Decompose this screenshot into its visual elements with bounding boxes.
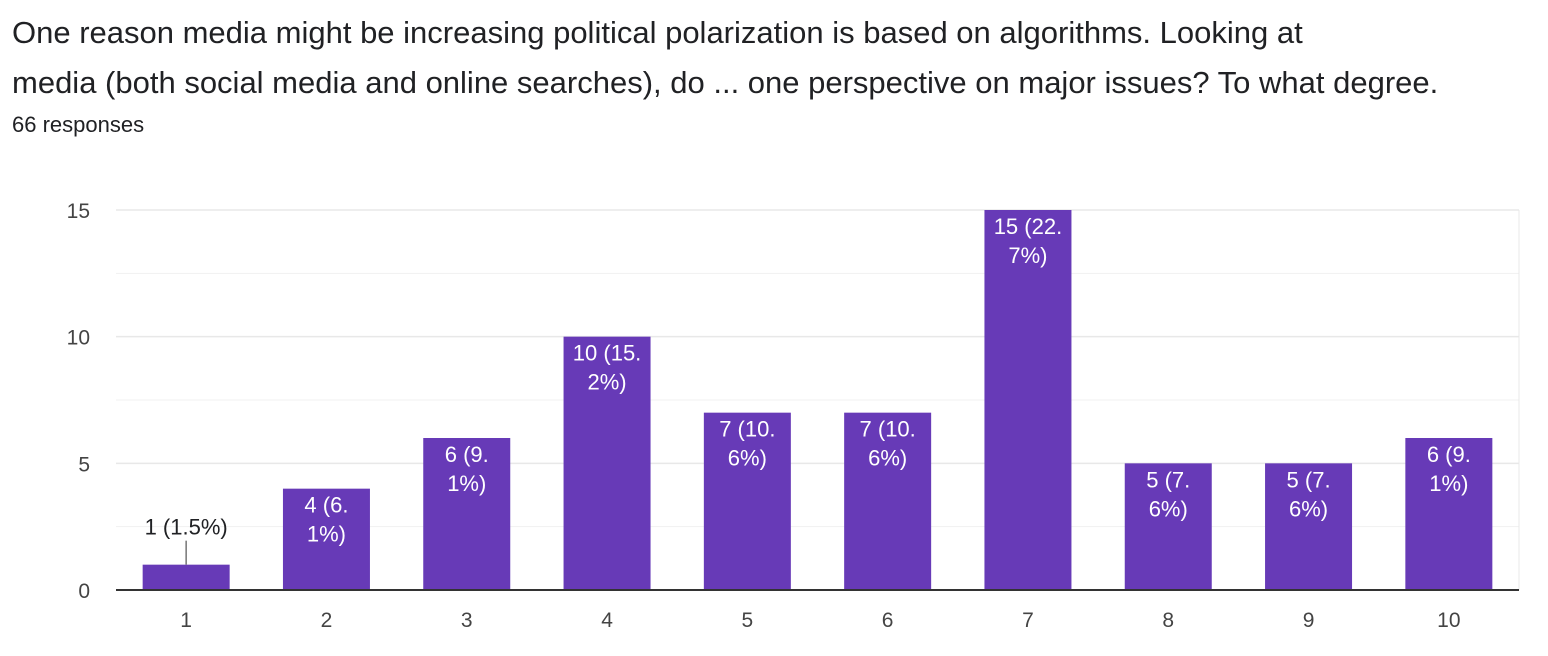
bar-8[interactable] — [1124, 463, 1212, 590]
bar-label-10-line-2: 1%) — [1429, 471, 1468, 496]
bar-label-6-line-2: 6%) — [868, 446, 907, 471]
x-tick-label-5: 5 — [742, 609, 754, 632]
bar-label-8-line-1: 5 (7. — [1146, 467, 1190, 492]
bar-6[interactable] — [844, 412, 932, 590]
bar-label-8-line-2: 6%) — [1149, 496, 1188, 521]
x-tick-label-7: 7 — [1022, 609, 1034, 632]
bar-10[interactable] — [1405, 438, 1493, 590]
x-tick-label-8: 8 — [1162, 609, 1174, 632]
bar-label-3-line-1: 6 (9. — [445, 442, 489, 467]
bar-9[interactable] — [1265, 463, 1353, 590]
response-count: 66 responses — [12, 112, 145, 137]
bar-label-1-line-1: 1 (1.5%) — [145, 515, 228, 540]
bar-label-9-line-2: 6%) — [1289, 496, 1328, 521]
bar-1[interactable] — [142, 564, 230, 590]
bar-label-4-line-2: 2%) — [587, 370, 626, 395]
bar-3[interactable] — [423, 438, 511, 590]
bar-label-4-line-1: 10 (15. — [573, 341, 642, 366]
x-tick-label-2: 2 — [321, 609, 333, 632]
bar-2[interactable] — [282, 488, 370, 590]
x-tick-label-1: 1 — [180, 609, 192, 632]
bar-label-9-line-1: 5 (7. — [1287, 467, 1331, 492]
bar-label-2-line-2: 1%) — [307, 522, 346, 547]
bar-label-7-line-1: 15 (22. — [994, 214, 1063, 239]
y-tick-label-15: 15 — [67, 200, 90, 223]
bar-label-7-line-2: 7%) — [1008, 243, 1047, 268]
y-tick-label-5: 5 — [78, 453, 90, 476]
bar-label-5-line-2: 6%) — [728, 446, 767, 471]
question-title: One reason media might be increasing pol… — [12, 8, 1532, 108]
question-title-line-2: media (both social media and online sear… — [12, 65, 1439, 100]
bar-5[interactable] — [703, 412, 791, 590]
bar-label-2-line-1: 4 (6. — [304, 493, 348, 518]
x-tick-label-4: 4 — [601, 609, 613, 632]
bar-7[interactable] — [984, 210, 1072, 590]
question-title-line-1: One reason media might be increasing pol… — [12, 15, 1303, 50]
bar-label-3-line-2: 1%) — [447, 471, 486, 496]
y-tick-label-10: 10 — [67, 327, 90, 350]
x-tick-label-6: 6 — [882, 609, 894, 632]
bar-4[interactable] — [563, 336, 651, 590]
x-tick-label-3: 3 — [461, 609, 473, 632]
y-tick-label-0: 0 — [78, 580, 90, 603]
bar-label-10-line-1: 6 (9. — [1427, 442, 1471, 467]
bar-label-6-line-1: 7 (10. — [860, 417, 916, 442]
bar-label-5-line-1: 7 (10. — [719, 417, 775, 442]
x-tick-label-10: 10 — [1437, 609, 1460, 632]
x-tick-label-9: 9 — [1303, 609, 1315, 632]
